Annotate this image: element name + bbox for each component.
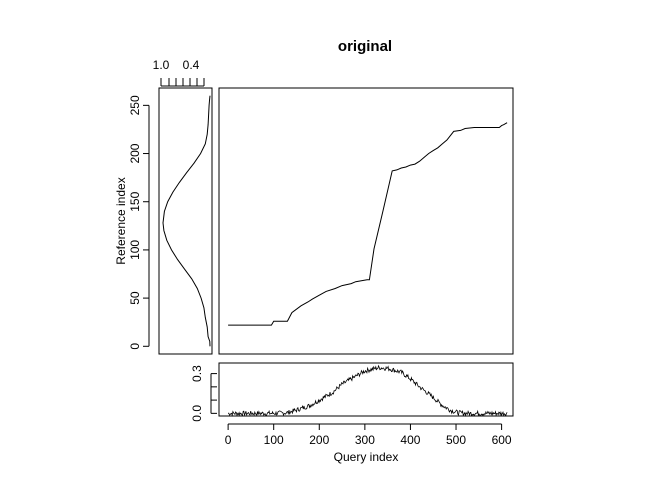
bottom-y-tick-label: 0.3: [190, 365, 204, 382]
chart-title: original: [338, 38, 392, 55]
x-tick-label: 400: [400, 433, 420, 447]
x-tick-label: 0: [225, 433, 232, 447]
y-tick-label: 200: [128, 143, 142, 163]
x-tick-label: 300: [355, 433, 375, 447]
top-tick-label: 0.4: [183, 58, 200, 72]
y-axis-label: Reference index: [114, 177, 128, 264]
reference-series-line: [162, 95, 211, 347]
y-tick-label: 50: [128, 291, 142, 305]
bottom-y-tick-label: 0.0: [190, 405, 204, 422]
warping-path-line: [228, 122, 508, 326]
y-tick-label: 250: [128, 95, 142, 115]
y-tick-label: 0: [128, 343, 142, 350]
bottom-panel: 0 100 200 300 400 500 600 0.0 0.3: [190, 364, 512, 447]
bottom-panel-frame: [218, 362, 514, 417]
left-panel: 0 50 100 150 200 250 1.0 0.4: [128, 58, 211, 350]
left-panel-frame: [158, 87, 213, 355]
query-series-line: [227, 364, 508, 417]
x-axis-label: Query index: [334, 450, 399, 464]
main-panel: [228, 122, 508, 326]
top-tick-label: 1.0: [153, 58, 170, 72]
x-tick-label: 200: [309, 433, 329, 447]
main-panel-frame: [218, 87, 514, 355]
x-tick-label: 100: [264, 433, 284, 447]
y-tick-label: 100: [128, 240, 142, 260]
y-tick-label: 150: [128, 191, 142, 211]
x-tick-label: 500: [446, 433, 466, 447]
x-tick-label: 600: [492, 433, 512, 447]
